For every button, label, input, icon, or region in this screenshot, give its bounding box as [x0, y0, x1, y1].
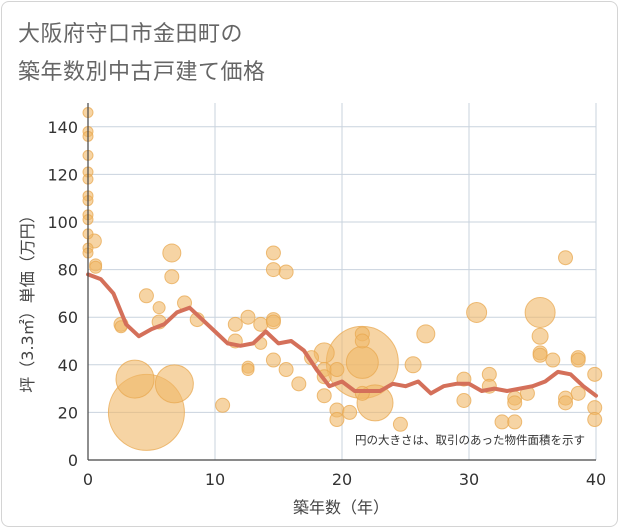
y-tick-label: 40 [58, 356, 78, 375]
size-annotation: 円の大きさは、取引のあった物件面積を示す [355, 433, 585, 447]
bubble-point [354, 385, 370, 401]
y-tick-label: 100 [47, 213, 78, 232]
y-tick-label: 60 [58, 308, 78, 327]
bubble-point [345, 345, 379, 379]
bubble-point [265, 352, 281, 368]
bubble-point [494, 414, 510, 430]
bubble-point [507, 414, 523, 430]
axes-layer: 0 20 40 60 80 100 120 140 0 10 20 30 40 [47, 103, 606, 489]
bubble-point [587, 412, 603, 428]
bubble-point [342, 404, 358, 420]
bubble-point [227, 316, 243, 332]
bubble-point [278, 264, 294, 280]
bubbles-layer [82, 107, 603, 451]
bubble-point [265, 262, 281, 278]
chart-title-line-1: 大阪府守口市金田町の [18, 22, 244, 47]
y-tick-label: 20 [58, 403, 78, 422]
bubble-point [164, 269, 180, 285]
chart-title-line-2: 築年数別中古戸建て価格 [18, 60, 266, 85]
y-axis-title: 坪（3.3㎡）単価（万円） [18, 207, 37, 392]
bubble-point [404, 356, 422, 374]
bubble-point [531, 327, 549, 345]
x-tick-label: 10 [205, 470, 225, 489]
trend-layer [86, 272, 598, 398]
x-tick-label: 30 [459, 470, 479, 489]
bubble-point [545, 352, 561, 368]
y-tick-label: 80 [58, 261, 78, 280]
bubble-point [416, 324, 436, 344]
bubble-point [570, 352, 586, 368]
x-axis-title: 築年数（年） [293, 498, 389, 517]
bubble-point [291, 376, 307, 392]
bubble-point [466, 301, 488, 323]
x-tick-label: 20 [332, 470, 352, 489]
bubble-point [241, 363, 255, 377]
bubble-point [329, 362, 345, 378]
bubble-point [507, 395, 523, 411]
bubble-point [558, 250, 574, 266]
trend-line [86, 272, 598, 398]
bubble-point [265, 314, 281, 330]
y-tick-label: 0 [68, 451, 78, 470]
bubble-point [265, 245, 281, 261]
bubble-point [329, 412, 345, 428]
bubble-point [152, 301, 166, 315]
x-tick-label: 0 [83, 470, 93, 489]
bubble-point [138, 288, 154, 304]
bubble-point [253, 316, 269, 332]
bubble-point [354, 333, 370, 349]
bubble-point [570, 385, 586, 401]
y-tick-label: 120 [47, 165, 78, 184]
x-tick-label: 40 [586, 470, 606, 489]
bubble-point [456, 393, 472, 408]
bubble-point [215, 397, 231, 413]
bubble-point [278, 362, 294, 378]
bubble-point [162, 243, 182, 263]
bubble-point [532, 347, 548, 363]
bubble-point [115, 359, 155, 399]
bubble-point [316, 388, 332, 404]
bubble-point [154, 364, 194, 404]
bubble-point [240, 309, 256, 325]
bubble-point [392, 416, 408, 432]
y-tick-label: 140 [47, 118, 78, 137]
bubble-point [558, 395, 574, 411]
bubble-point [89, 260, 103, 274]
bubble-point [587, 366, 603, 382]
bubble-point [524, 296, 556, 328]
